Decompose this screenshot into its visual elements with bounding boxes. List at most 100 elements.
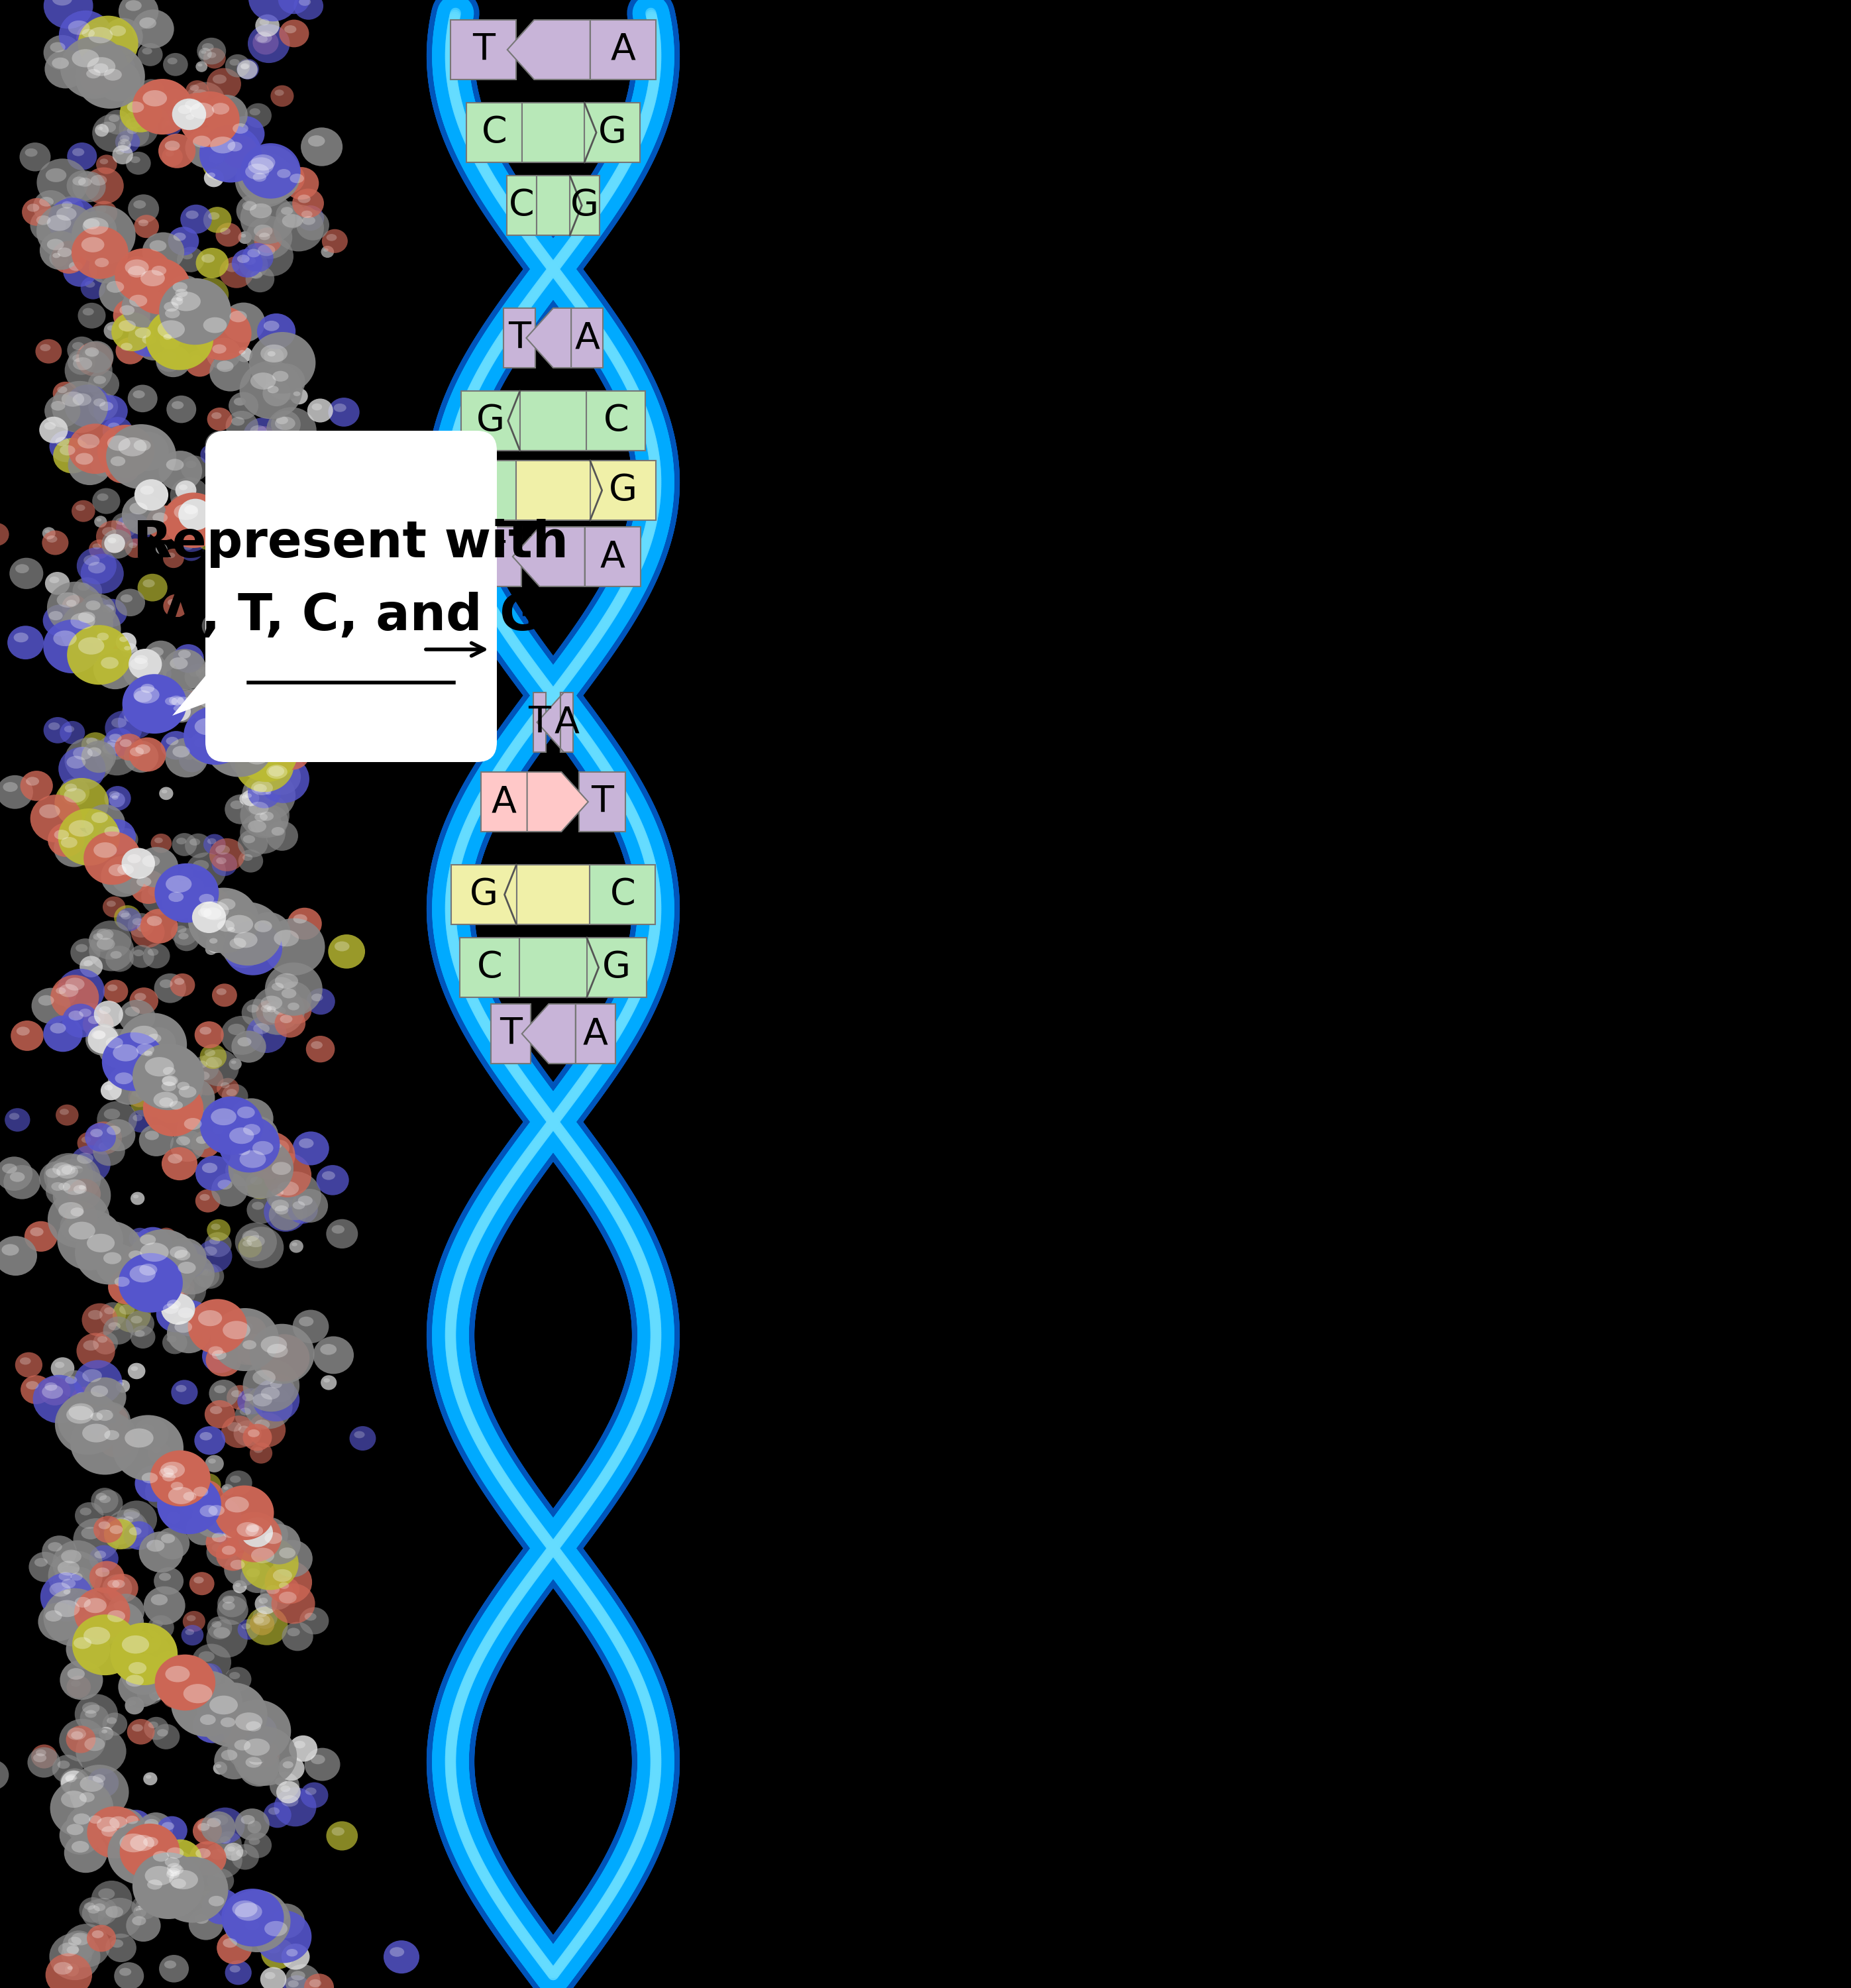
FancyBboxPatch shape <box>520 938 587 998</box>
Ellipse shape <box>246 1529 261 1539</box>
Ellipse shape <box>72 342 83 350</box>
Ellipse shape <box>194 1914 209 1924</box>
Ellipse shape <box>235 1582 241 1586</box>
Ellipse shape <box>144 640 178 672</box>
Ellipse shape <box>31 1743 57 1769</box>
Ellipse shape <box>237 1849 248 1857</box>
Ellipse shape <box>255 501 315 557</box>
Ellipse shape <box>98 1143 111 1151</box>
Ellipse shape <box>241 1815 255 1825</box>
Ellipse shape <box>128 266 146 278</box>
Ellipse shape <box>167 459 183 471</box>
Ellipse shape <box>307 135 326 147</box>
Ellipse shape <box>167 499 189 521</box>
Ellipse shape <box>72 177 85 185</box>
Ellipse shape <box>137 575 167 602</box>
Ellipse shape <box>198 1664 222 1686</box>
Text: G: G <box>598 115 626 151</box>
Ellipse shape <box>6 1107 30 1131</box>
Ellipse shape <box>228 473 237 479</box>
Ellipse shape <box>143 233 185 270</box>
Ellipse shape <box>155 1076 193 1109</box>
Ellipse shape <box>161 1272 181 1290</box>
Ellipse shape <box>57 247 72 256</box>
Ellipse shape <box>61 1165 76 1175</box>
Ellipse shape <box>281 1785 291 1791</box>
Ellipse shape <box>100 1302 126 1326</box>
Ellipse shape <box>185 80 209 101</box>
Ellipse shape <box>100 656 118 668</box>
Ellipse shape <box>91 453 117 477</box>
FancyBboxPatch shape <box>587 392 646 451</box>
Ellipse shape <box>143 1060 165 1079</box>
Ellipse shape <box>220 628 246 650</box>
Ellipse shape <box>80 1008 91 1018</box>
Ellipse shape <box>204 670 215 678</box>
Ellipse shape <box>265 1920 287 1936</box>
Ellipse shape <box>135 847 178 887</box>
Ellipse shape <box>193 1487 207 1497</box>
Ellipse shape <box>152 1724 180 1749</box>
Ellipse shape <box>268 1807 280 1815</box>
Ellipse shape <box>56 988 67 994</box>
Ellipse shape <box>241 793 289 839</box>
Ellipse shape <box>233 932 257 948</box>
Ellipse shape <box>30 795 81 843</box>
Ellipse shape <box>89 1899 118 1924</box>
Ellipse shape <box>43 620 102 674</box>
Ellipse shape <box>148 1614 174 1640</box>
Ellipse shape <box>267 1183 296 1211</box>
Ellipse shape <box>185 692 194 698</box>
FancyBboxPatch shape <box>491 1004 531 1064</box>
Ellipse shape <box>20 1358 31 1364</box>
Ellipse shape <box>211 1350 226 1360</box>
Ellipse shape <box>67 1805 107 1845</box>
Ellipse shape <box>100 402 113 412</box>
Ellipse shape <box>328 934 365 968</box>
Ellipse shape <box>250 1517 289 1553</box>
Ellipse shape <box>68 445 111 485</box>
Ellipse shape <box>63 1004 98 1038</box>
Ellipse shape <box>161 1861 194 1893</box>
Ellipse shape <box>165 308 180 318</box>
Ellipse shape <box>150 833 172 853</box>
Ellipse shape <box>106 1934 137 1962</box>
Ellipse shape <box>233 1726 296 1785</box>
Ellipse shape <box>143 107 168 131</box>
Ellipse shape <box>294 0 324 20</box>
Ellipse shape <box>59 1211 94 1242</box>
Ellipse shape <box>189 85 200 91</box>
FancyBboxPatch shape <box>461 392 520 451</box>
Ellipse shape <box>102 529 133 559</box>
Ellipse shape <box>211 853 237 877</box>
Ellipse shape <box>98 1423 135 1457</box>
Ellipse shape <box>61 1771 87 1795</box>
Ellipse shape <box>135 1815 163 1843</box>
Ellipse shape <box>104 1316 133 1344</box>
Ellipse shape <box>193 688 237 728</box>
Ellipse shape <box>183 706 248 765</box>
Ellipse shape <box>81 742 117 773</box>
Ellipse shape <box>111 1622 178 1686</box>
Ellipse shape <box>244 256 255 264</box>
Ellipse shape <box>255 1336 261 1340</box>
Ellipse shape <box>254 541 307 588</box>
Ellipse shape <box>252 1741 280 1767</box>
Ellipse shape <box>139 1813 174 1845</box>
Ellipse shape <box>98 1521 111 1529</box>
Ellipse shape <box>122 650 167 690</box>
Ellipse shape <box>128 1700 135 1706</box>
Ellipse shape <box>292 189 324 219</box>
Ellipse shape <box>100 1602 144 1642</box>
Ellipse shape <box>200 1050 239 1085</box>
Ellipse shape <box>111 795 118 799</box>
Ellipse shape <box>89 563 106 573</box>
Ellipse shape <box>170 503 180 511</box>
Ellipse shape <box>178 1252 183 1256</box>
Ellipse shape <box>196 1155 233 1191</box>
Ellipse shape <box>167 875 193 893</box>
Ellipse shape <box>130 157 141 163</box>
Ellipse shape <box>52 241 87 274</box>
Ellipse shape <box>193 887 230 922</box>
Ellipse shape <box>130 1527 141 1535</box>
